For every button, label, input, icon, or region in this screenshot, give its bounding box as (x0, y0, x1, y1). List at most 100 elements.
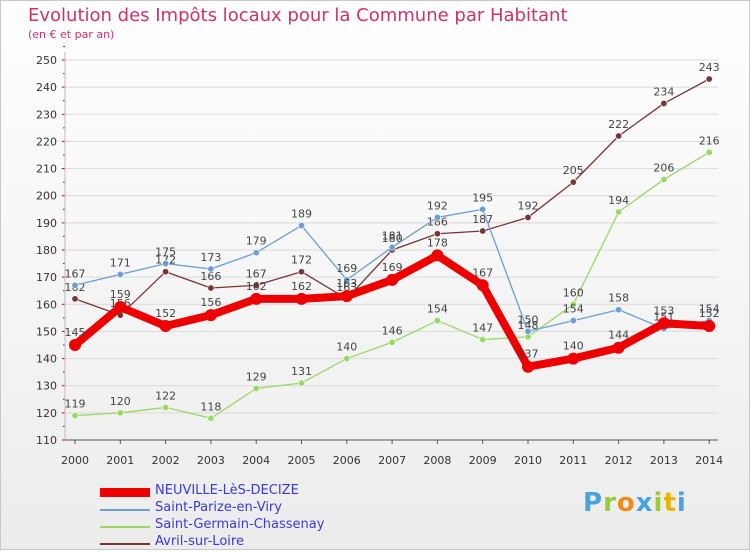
data-label: 167 (65, 267, 86, 280)
data-point (479, 336, 487, 344)
data-point (162, 260, 170, 268)
data-label: 192 (427, 199, 448, 212)
x-tick-label: 2010 (514, 454, 542, 467)
data-point (207, 414, 215, 422)
y-tick-label: 170 (36, 271, 57, 284)
data-point (524, 213, 532, 221)
x-tick-label: 2004 (242, 454, 270, 467)
x-tick-label: 2008 (423, 454, 451, 467)
data-label: 145 (65, 326, 86, 339)
data-point (116, 270, 124, 278)
data-point (615, 132, 623, 140)
y-tick-label: 130 (36, 380, 57, 393)
data-point (297, 222, 305, 230)
data-label: 159 (110, 288, 131, 301)
x-tick-label: 2011 (559, 454, 587, 467)
data-point (343, 276, 351, 284)
data-point (476, 279, 489, 292)
data-point (71, 412, 79, 420)
data-label: 158 (608, 292, 629, 305)
data-label: 147 (472, 322, 493, 335)
data-point (114, 301, 127, 313)
data-label: 152 (155, 307, 176, 320)
y-tick-label: 210 (36, 163, 57, 176)
y-tick-label: 230 (36, 108, 57, 121)
data-label: 234 (653, 85, 674, 98)
data-label: 140 (336, 341, 357, 354)
data-label: 160 (563, 286, 584, 299)
data-label: 169 (336, 262, 357, 275)
data-label: 187 (472, 213, 493, 226)
x-tick-label: 2005 (288, 454, 316, 467)
data-point (116, 409, 124, 417)
y-tick-label: 110 (36, 434, 57, 447)
data-point (162, 268, 170, 276)
data-point (386, 273, 399, 286)
data-point (705, 75, 713, 83)
legend-label: NEUVILLE-LèS-DECIZE (155, 483, 299, 498)
data-label: 162 (246, 280, 267, 293)
data-point (343, 355, 351, 363)
data-label: 195 (472, 191, 493, 204)
data-label: 154 (563, 303, 584, 316)
data-label: 122 (155, 389, 176, 402)
chart-title: Evolution des Impôts locaux pour la Comm… (28, 5, 568, 26)
data-point (567, 352, 580, 365)
data-label: 222 (608, 118, 629, 131)
legend-swatch (100, 543, 150, 545)
data-label: 119 (65, 398, 86, 411)
data-point (660, 99, 668, 107)
data-point (612, 341, 625, 354)
x-tick-label: 2014 (695, 454, 723, 467)
data-point (252, 384, 260, 392)
x-tick-label: 2006 (333, 454, 361, 467)
data-label: 152 (699, 307, 720, 320)
legend-label: Saint-Parize-en-Viry (155, 500, 282, 515)
y-tick-label: 250 (36, 54, 57, 67)
legend-swatch (100, 488, 150, 497)
x-tick-label: 2012 (605, 454, 633, 467)
y-tick-label: 180 (36, 244, 57, 257)
data-point (433, 317, 441, 325)
data-point (250, 292, 263, 305)
data-label: 189 (291, 208, 312, 221)
data-label: 192 (518, 199, 539, 212)
data-point (705, 148, 713, 156)
data-label: 206 (653, 161, 674, 174)
y-tick-label: 200 (36, 190, 57, 203)
data-point (569, 300, 577, 308)
x-tick-label: 2002 (152, 454, 180, 467)
y-tick-label: 120 (36, 407, 57, 420)
data-label: 178 (427, 236, 448, 249)
data-point (660, 175, 668, 183)
y-tick-label: 160 (36, 298, 57, 311)
data-point (479, 205, 487, 213)
data-label: 154 (427, 303, 448, 316)
data-label: 162 (291, 280, 312, 293)
data-label: 156 (200, 296, 221, 309)
data-label: 144 (608, 329, 629, 342)
data-label: 146 (382, 324, 403, 337)
data-label: 120 (110, 395, 131, 408)
data-label: 169 (382, 261, 403, 274)
data-point (71, 281, 79, 289)
data-label: 181 (382, 229, 403, 242)
proxiti-logo: Proxiti (583, 488, 687, 518)
data-point (433, 230, 441, 238)
data-label: 131 (291, 365, 312, 378)
data-label: 153 (653, 304, 674, 317)
data-label: 140 (563, 340, 584, 353)
data-label: 150 (518, 313, 539, 326)
legend-label: Saint-Germain-Chassenay (155, 517, 325, 532)
data-label: 148 (518, 319, 539, 332)
data-label: 205 (563, 164, 584, 177)
data-label: 180 (382, 232, 403, 245)
data-point (69, 339, 81, 351)
x-tick-label: 2013 (650, 454, 678, 467)
y-tick-label: 150 (36, 325, 57, 338)
data-label: 163 (336, 277, 357, 290)
data-point (615, 306, 623, 314)
data-point (297, 379, 305, 387)
